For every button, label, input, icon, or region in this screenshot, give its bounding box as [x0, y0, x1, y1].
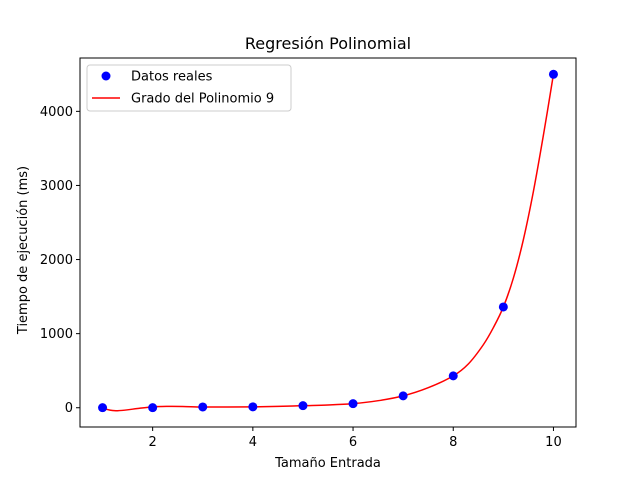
x-axis-label: Tamaño Entrada	[274, 456, 381, 471]
y-tick-label: 0	[65, 401, 73, 416]
y-tick-label: 2000	[40, 253, 73, 268]
polynomial-fit-line	[102, 74, 555, 412]
data-point	[198, 402, 208, 412]
data-point	[548, 69, 558, 79]
y-tick-label: 3000	[40, 179, 73, 194]
plot-area-frame	[79, 57, 577, 428]
data-point	[348, 399, 358, 409]
x-tick-label: 10	[545, 435, 562, 450]
legend-marker-datos-reales	[101, 71, 111, 81]
data-point	[298, 401, 308, 411]
data-point	[448, 371, 458, 381]
x-tick-label: 6	[349, 435, 357, 450]
data-point	[498, 302, 508, 312]
chart-title: Regresión Polinomial	[245, 34, 411, 53]
data-point	[248, 402, 258, 412]
y-axis-label: Tiempo de ejecución (ms)	[16, 166, 31, 335]
legend: Datos reales Grado del Polinomio 9	[86, 64, 292, 112]
legend-label-datos-reales: Datos reales	[131, 70, 213, 85]
x-tick-label: 8	[449, 435, 457, 450]
legend-box	[86, 64, 292, 112]
legend-label-grado-polinomio: Grado del Polinomio 9	[131, 92, 274, 107]
x-tick-label: 4	[249, 435, 257, 450]
data-point	[398, 391, 408, 401]
y-tick-label: 4000	[40, 105, 73, 120]
data-point	[98, 403, 108, 413]
data-point	[148, 403, 158, 413]
y-tick-label: 1000	[40, 327, 73, 342]
x-tick-label: 2	[149, 435, 157, 450]
